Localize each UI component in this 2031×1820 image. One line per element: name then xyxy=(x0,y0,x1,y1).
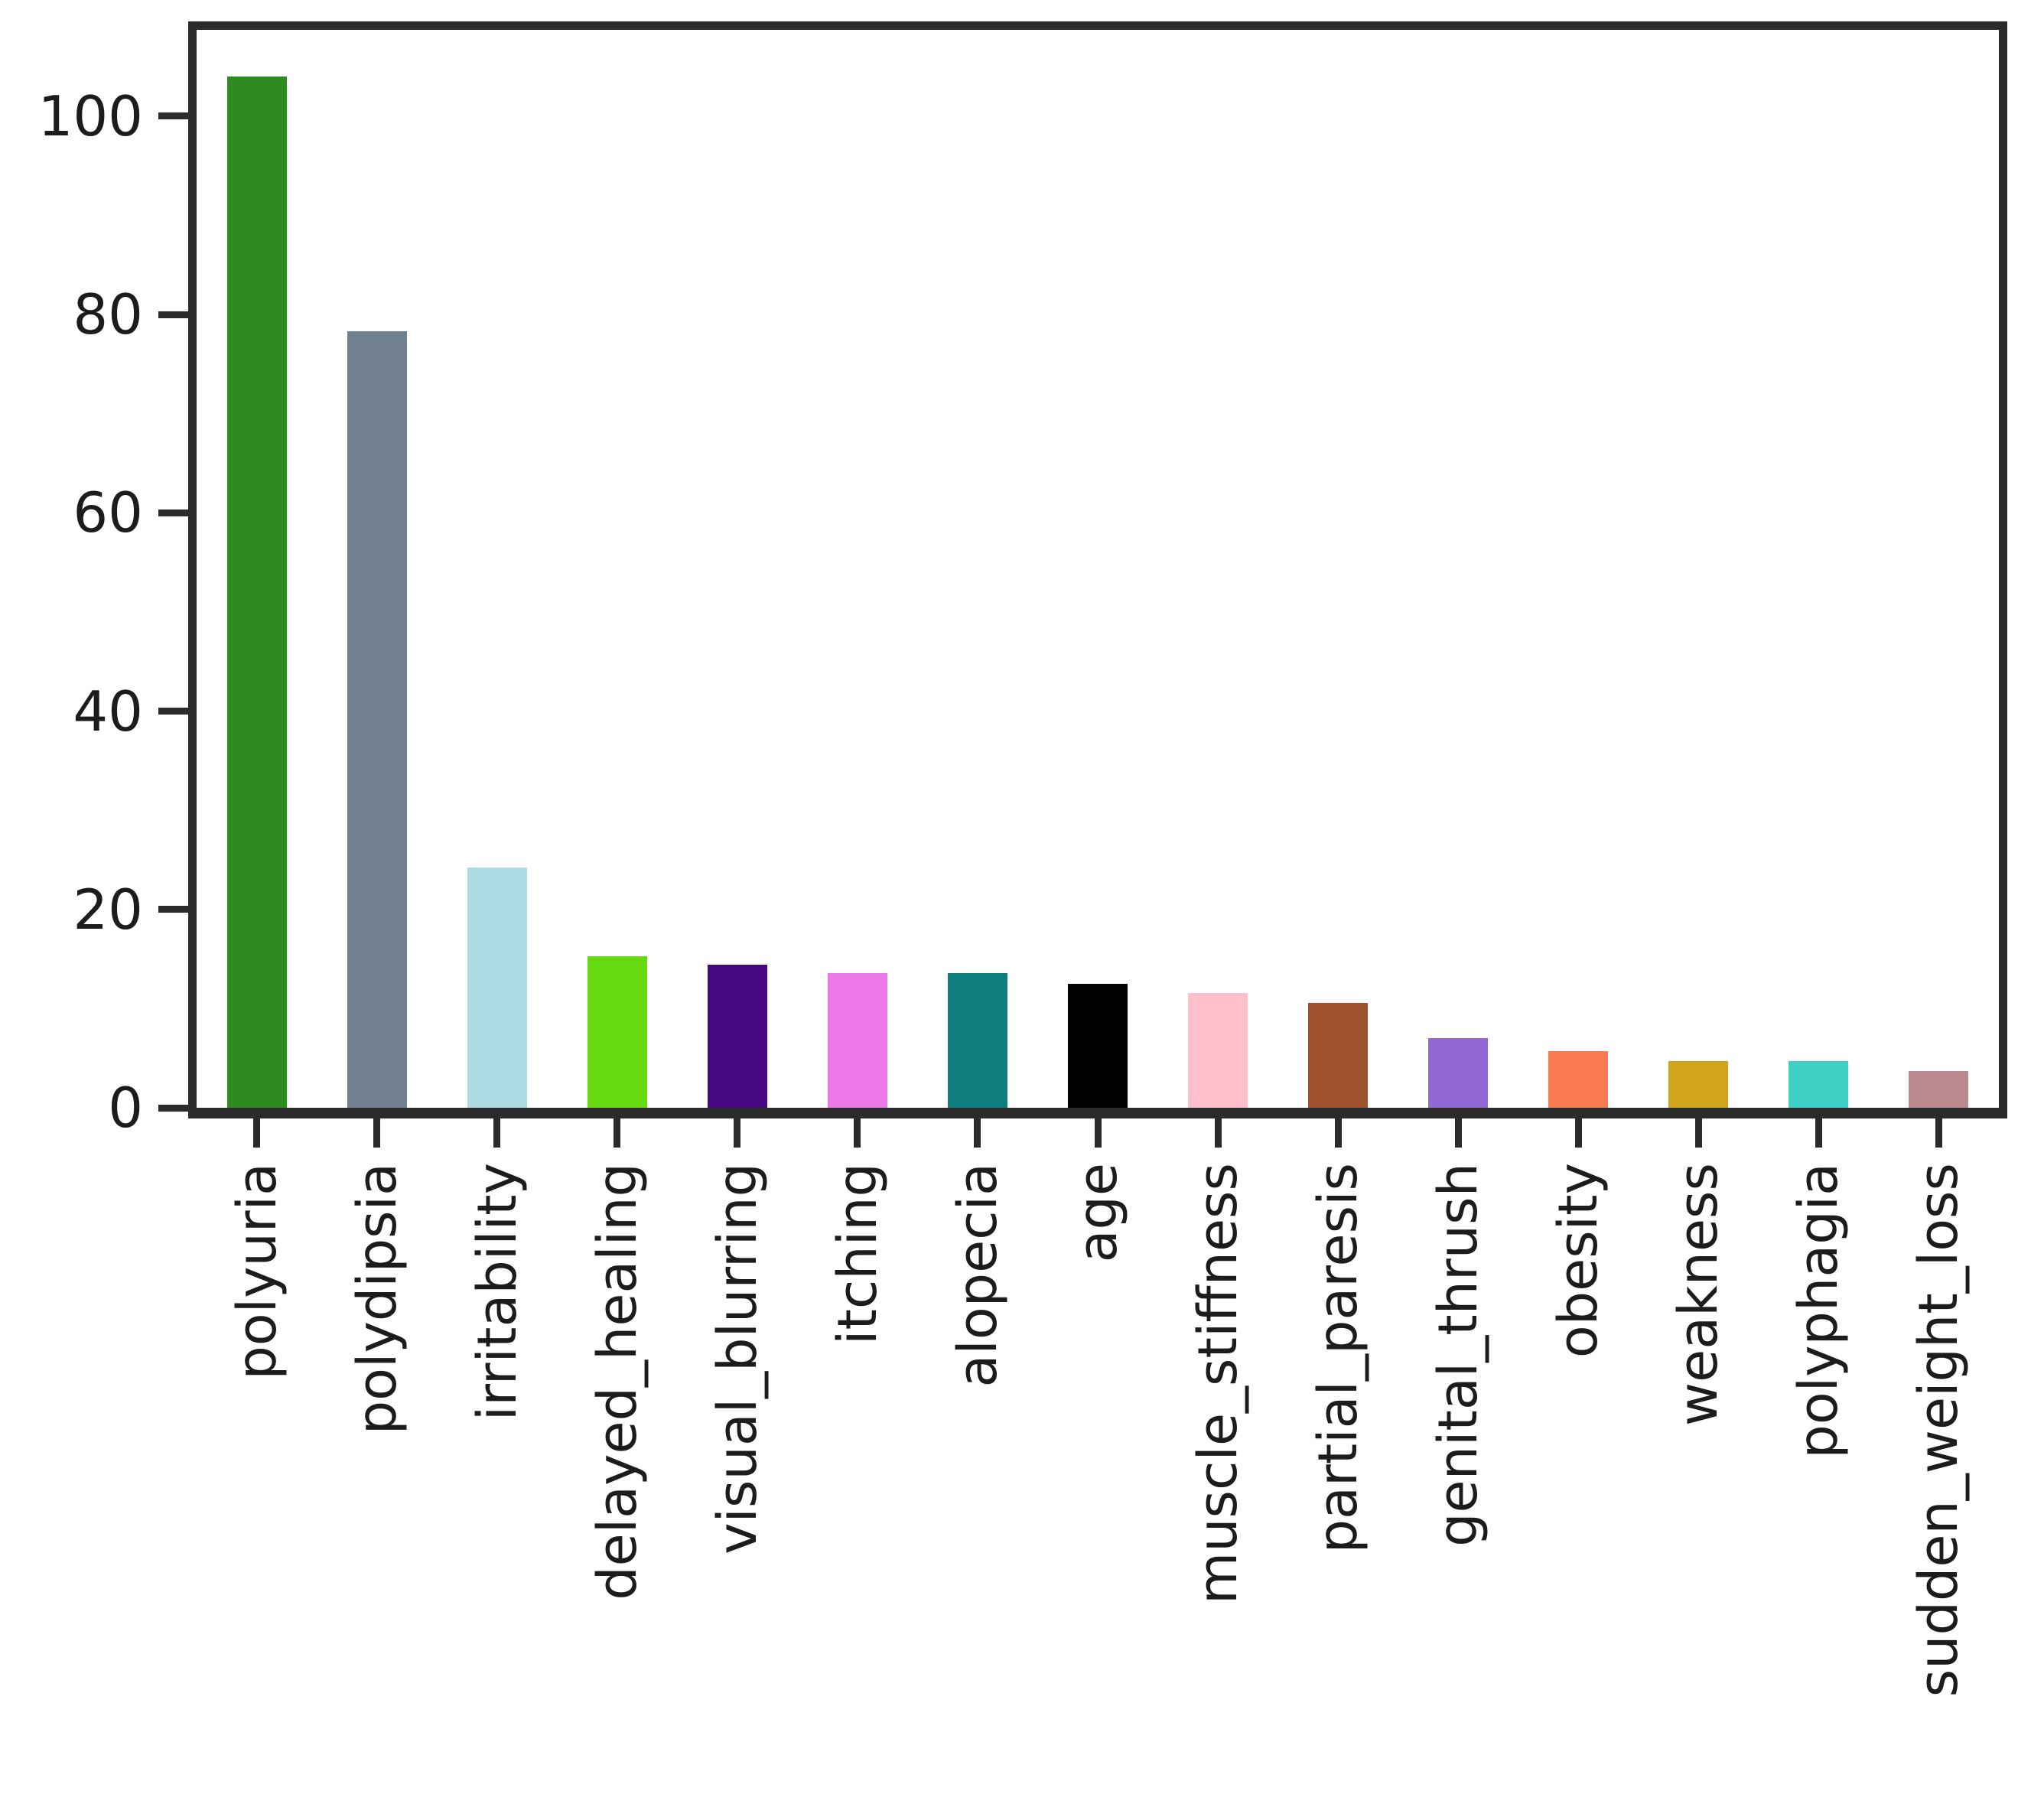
y-tick-label: 100 xyxy=(37,83,143,148)
x-tick-mark xyxy=(614,1118,621,1148)
x-tick-label: muscle_stiffness xyxy=(1186,1163,1250,1604)
bar-irritability xyxy=(467,868,527,1108)
x-tick-mark xyxy=(1815,1118,1822,1148)
bar-muscle_stiffness xyxy=(1188,992,1248,1108)
bar-partial_paresis xyxy=(1308,1002,1369,1108)
x-tick-label: itching xyxy=(825,1163,889,1345)
x-tick-label: partial_paresis xyxy=(1307,1163,1370,1554)
x-tick-mark xyxy=(854,1118,861,1148)
bar-alopecia xyxy=(947,972,1007,1108)
y-tick-label: 0 xyxy=(108,1076,143,1140)
y-tick-label: 40 xyxy=(73,679,143,744)
x-tick-label: genital_thrush xyxy=(1427,1163,1490,1547)
x-tick-mark xyxy=(974,1118,981,1148)
x-tick-label: delayed_healing xyxy=(585,1163,649,1600)
y-tick-label: 20 xyxy=(73,877,143,942)
x-tick-mark xyxy=(1334,1118,1342,1148)
x-tick-mark xyxy=(1694,1118,1702,1148)
x-tick-mark xyxy=(1454,1118,1462,1148)
x-tick-label: obesity xyxy=(1547,1163,1610,1359)
x-tick-mark xyxy=(1574,1118,1582,1148)
y-tick-mark xyxy=(158,906,188,913)
x-tick-label: polyuria xyxy=(225,1163,288,1380)
x-tick-label: irritability xyxy=(465,1163,529,1421)
x-tick-mark xyxy=(1094,1118,1102,1148)
y-tick-label: 60 xyxy=(73,480,143,545)
x-tick-label: age xyxy=(1066,1163,1129,1263)
bar-polydipsia xyxy=(347,331,407,1108)
bar-age xyxy=(1068,983,1128,1108)
bar-sudden_weight_loss xyxy=(1909,1071,1969,1108)
x-tick-mark xyxy=(253,1118,261,1148)
x-tick-label: polyphagia xyxy=(1787,1163,1850,1459)
x-tick-label: weakness xyxy=(1667,1163,1730,1427)
bar-delayed_healing xyxy=(587,956,647,1108)
bar-weakness xyxy=(1668,1061,1729,1108)
bar-obesity xyxy=(1548,1051,1609,1108)
y-tick-mark xyxy=(158,311,188,318)
bar-polyphagia xyxy=(1789,1061,1849,1108)
bar-visual_blurring xyxy=(707,965,767,1108)
bar-itching xyxy=(827,972,887,1108)
y-tick-label: 80 xyxy=(73,282,143,347)
x-tick-mark xyxy=(1935,1118,1942,1148)
bar-genital_thrush xyxy=(1428,1038,1489,1108)
x-tick-mark xyxy=(734,1118,741,1148)
y-tick-mark xyxy=(158,708,188,715)
x-tick-label: sudden_weight_loss xyxy=(1907,1163,1971,1698)
x-tick-label: polydipsia xyxy=(345,1163,408,1435)
x-tick-mark xyxy=(1214,1118,1222,1148)
x-tick-label: visual_blurring xyxy=(705,1163,769,1555)
y-tick-mark xyxy=(158,1104,188,1112)
bar-polyuria xyxy=(226,76,287,1108)
bars-layer xyxy=(197,30,1999,1108)
y-tick-mark xyxy=(158,112,188,120)
x-tick-label: alopecia xyxy=(946,1163,1009,1388)
x-tick-mark xyxy=(493,1118,501,1148)
x-tick-mark xyxy=(373,1118,381,1148)
y-tick-mark xyxy=(158,509,188,516)
